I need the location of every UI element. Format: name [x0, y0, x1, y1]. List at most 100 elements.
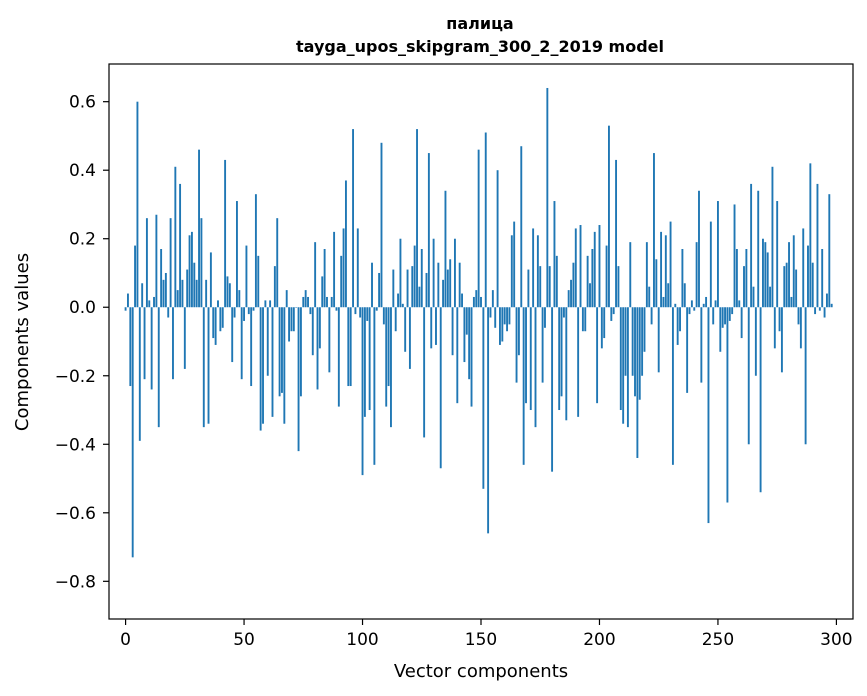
bar: [716, 201, 719, 308]
bar: [247, 307, 250, 315]
bar: [240, 307, 243, 380]
bar: [653, 153, 655, 308]
bar: [731, 307, 734, 315]
bar: [600, 307, 603, 349]
bar: [698, 190, 700, 308]
bar: [695, 242, 698, 308]
bar: [631, 307, 634, 376]
bar: [148, 300, 151, 308]
bar: [188, 235, 191, 308]
bar: [491, 290, 494, 308]
bar: [567, 290, 570, 308]
bar: [560, 307, 563, 397]
bar: [143, 307, 146, 380]
bar: [356, 228, 359, 308]
bar: [221, 307, 224, 328]
bar: [683, 283, 686, 308]
bar: [437, 262, 440, 308]
bar: [634, 307, 636, 397]
bar: [551, 307, 554, 472]
bar: [581, 307, 584, 332]
bar: [574, 228, 577, 308]
bar: [752, 286, 755, 308]
bar: [418, 286, 421, 308]
bar: [129, 307, 132, 387]
bar: [442, 279, 445, 308]
bar: [754, 307, 757, 376]
bar: [520, 146, 523, 308]
bar: [266, 307, 269, 376]
bar: [157, 307, 160, 428]
bar: [190, 231, 193, 308]
bar: [669, 221, 672, 308]
bar: [228, 283, 231, 308]
bar: [579, 225, 582, 308]
bar: [449, 259, 452, 308]
bar: [629, 242, 632, 308]
bar: [522, 307, 525, 465]
bar: [475, 290, 478, 308]
bar: [799, 307, 802, 349]
bar: [399, 238, 402, 308]
bars-group: [124, 87, 833, 558]
bar: [397, 293, 400, 308]
bar: [136, 101, 139, 308]
bar: [586, 255, 589, 308]
bar: [776, 201, 779, 308]
bar: [757, 190, 760, 308]
bar: [681, 249, 684, 308]
bar: [207, 307, 210, 424]
bar: [823, 307, 826, 318]
bar: [382, 307, 385, 325]
bar: [451, 307, 454, 356]
bar: [138, 307, 141, 441]
bar: [558, 307, 561, 411]
x-tick-label: 0: [120, 630, 131, 650]
bar: [416, 129, 418, 308]
bar: [676, 307, 679, 345]
bar: [778, 307, 781, 332]
bar: [344, 180, 347, 308]
bar: [804, 307, 807, 445]
bar: [352, 129, 354, 308]
bar: [134, 245, 137, 308]
bar: [309, 307, 312, 315]
bar: [392, 269, 395, 308]
bar: [679, 307, 681, 332]
bar: [610, 307, 613, 321]
bar: [503, 307, 506, 325]
bar: [759, 307, 762, 493]
bar: [510, 235, 513, 308]
bar: [577, 307, 580, 417]
bar: [598, 225, 601, 308]
bar: [499, 307, 501, 345]
bar: [807, 245, 809, 308]
bar: [769, 286, 772, 308]
bar: [572, 262, 575, 308]
bar: [643, 307, 646, 352]
bar: [562, 307, 565, 318]
bar: [243, 307, 246, 321]
bar: [141, 283, 144, 308]
bar: [413, 245, 416, 308]
x-tick-label: 200: [583, 630, 615, 650]
bar: [354, 307, 357, 315]
bar: [127, 293, 129, 308]
bar: [496, 170, 499, 308]
bar: [281, 307, 283, 393]
plot-frame: [108, 63, 854, 620]
bar: [401, 303, 404, 308]
bar: [307, 296, 309, 308]
bar: [195, 279, 198, 308]
bar: [667, 283, 670, 308]
bar: [335, 307, 338, 311]
bar: [425, 272, 428, 308]
bar: [226, 276, 229, 308]
bar: [283, 307, 286, 424]
bar: [347, 307, 350, 387]
bar: [465, 307, 468, 335]
bar: [792, 235, 795, 308]
bar: [169, 218, 172, 308]
bar: [183, 307, 186, 369]
bar: [726, 307, 729, 503]
